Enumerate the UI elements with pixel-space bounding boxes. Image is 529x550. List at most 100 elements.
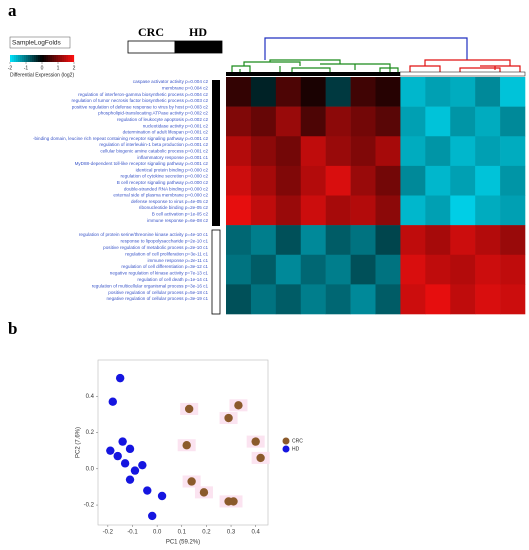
heatmap-cell xyxy=(226,284,252,315)
heatmap-cell xyxy=(475,225,501,256)
term-label: regulation of cell proliferation p=3e-11… xyxy=(125,251,208,256)
colorbar-step xyxy=(18,55,21,62)
heatmap-cell xyxy=(400,284,426,315)
colorbar-step xyxy=(44,55,47,62)
point xyxy=(113,451,122,461)
heatmap-cell xyxy=(425,225,451,256)
heatmap-cell xyxy=(450,106,476,137)
point xyxy=(118,437,127,446)
heatmap-cell xyxy=(250,165,277,196)
heatmap-cell xyxy=(226,254,252,285)
heatmap-cell xyxy=(350,165,376,196)
heatmap-cell xyxy=(450,225,476,256)
heatmap-cell xyxy=(500,225,526,256)
legend-label: CRC xyxy=(292,438,303,444)
point xyxy=(130,466,140,475)
y-axis-label: PC2 (7.6%) xyxy=(76,427,82,458)
colorbar-tick-label: 2 xyxy=(73,65,76,71)
heatmap-cell xyxy=(400,106,426,137)
x-tick-label: 0.0 xyxy=(153,530,162,536)
term-label: caspase activator activity p=0.004 c2 xyxy=(133,79,209,84)
point xyxy=(229,497,238,506)
term-label: regulation of multicellular organismal p… xyxy=(92,283,209,288)
legend-title: SampleLogFolds xyxy=(12,40,62,47)
point xyxy=(256,453,265,463)
colorbar-step xyxy=(54,55,57,62)
x-tick-label: -0.1 xyxy=(127,530,138,536)
colorbar-step xyxy=(40,55,43,62)
heatmap-cell xyxy=(350,284,376,315)
colorbar-step xyxy=(68,55,71,62)
term-label: ribonucleotide binding p=2e-05 c2 xyxy=(139,205,209,210)
term-label: defense response to virus p=4e-05 c2 xyxy=(131,199,208,204)
heatmap-cell xyxy=(375,77,401,107)
point xyxy=(148,511,157,521)
heatmap-cell xyxy=(475,77,501,107)
colorbar-step xyxy=(64,55,67,62)
heatmap-cell xyxy=(250,77,277,107)
heatmap-cell xyxy=(400,77,426,107)
term-label: MyD88-dependent toll-like receptor signa… xyxy=(75,161,209,166)
heatmap-cell xyxy=(500,254,526,285)
colorbar-step xyxy=(46,55,49,62)
heatmap-cell xyxy=(375,136,401,167)
heatmap-cell xyxy=(425,106,451,137)
colorbar-step xyxy=(70,55,73,62)
heatmap-cell xyxy=(475,165,501,196)
point xyxy=(157,491,167,501)
heatmap-cell xyxy=(450,254,476,285)
term-label: positive regulation of cellular process … xyxy=(108,290,208,295)
colorbar-step xyxy=(38,55,41,62)
heatmap-cell xyxy=(475,106,501,137)
group-label: HD xyxy=(189,25,207,39)
heatmap-cell xyxy=(226,77,252,107)
term-label: regulation of protein serine/threonine k… xyxy=(79,232,209,237)
group-label: CRC xyxy=(138,25,164,39)
colorbar-step xyxy=(16,55,19,62)
heatmap-cell xyxy=(450,136,476,167)
heatmap-cell xyxy=(500,136,526,167)
point xyxy=(125,444,135,454)
term-label: membrane p=0.004 c2 xyxy=(162,86,209,91)
heatmap-cell xyxy=(350,106,376,137)
panel-label: b xyxy=(8,319,17,338)
heatmap-cell xyxy=(425,165,451,196)
heatmap-cell xyxy=(275,106,302,137)
heatmap-cell xyxy=(275,254,302,285)
heatmap-cell xyxy=(400,225,426,256)
heatmap-cell xyxy=(325,136,351,167)
term-label: double-stranded RNA binding p=0.000 c2 xyxy=(124,186,209,191)
point xyxy=(120,459,130,468)
heatmap-cell xyxy=(425,284,451,315)
heatmap-cell xyxy=(275,136,302,167)
heatmap-cell xyxy=(325,254,351,285)
colorbar-step xyxy=(36,55,39,62)
colorbar-tick-label: -2 xyxy=(8,65,13,71)
x-tick-label: 0.4 xyxy=(252,530,261,536)
cluster-strip xyxy=(226,72,400,76)
point xyxy=(234,401,243,410)
heatmap-cell xyxy=(275,77,302,107)
colorbar-step xyxy=(26,55,29,62)
colorbar-step xyxy=(60,55,63,62)
heatmap-cell xyxy=(325,195,351,226)
colorbar-step xyxy=(32,55,35,62)
heatmap-cell xyxy=(250,195,277,226)
colorbar-step xyxy=(52,55,55,62)
heatmap-cell xyxy=(425,136,451,167)
heatmap-cell xyxy=(300,225,326,256)
heatmap-cell xyxy=(275,225,302,256)
point xyxy=(199,488,209,497)
colorbar-step xyxy=(20,55,23,62)
heatmap-cell xyxy=(475,136,501,167)
point xyxy=(108,397,117,406)
term-label: -binding domain, leucine rich repeat con… xyxy=(33,136,209,141)
heatmap-cell xyxy=(275,195,302,226)
term-label: cellular biogenic amine catabolic proces… xyxy=(100,149,208,154)
point xyxy=(182,441,191,450)
heatmap-cell xyxy=(300,136,326,167)
heatmap-cell xyxy=(275,284,302,315)
heatmap-cell xyxy=(250,284,277,315)
term-label: inflammatory response p=0.001 c1 xyxy=(137,155,208,160)
colorbar-step xyxy=(34,55,37,62)
